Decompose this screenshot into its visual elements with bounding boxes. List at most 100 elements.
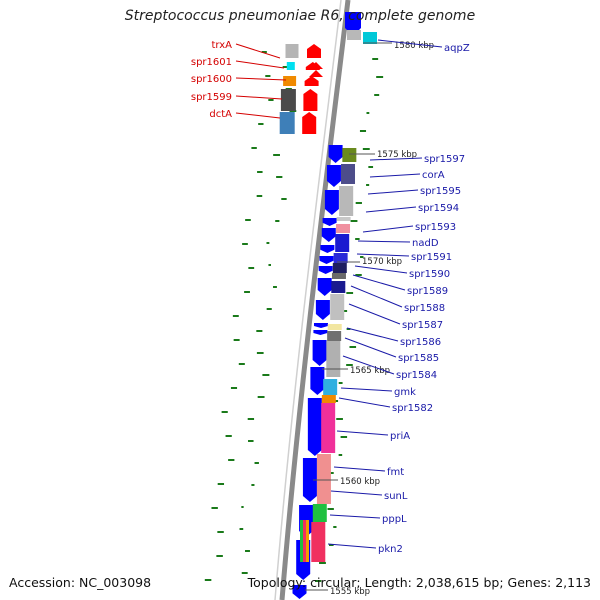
kbp-label: 1570 kbp (362, 257, 402, 267)
forward-gene-arrow[interactable] (317, 278, 332, 296)
reverse-gene-arrow[interactable] (303, 89, 318, 111)
forward-gene-arrow[interactable] (324, 190, 339, 215)
gene-callout-line (336, 430, 389, 436)
feature-block-spr1582[interactable] (321, 395, 336, 403)
forward-gene-arrow[interactable] (319, 256, 334, 264)
gene-label-pkn2[interactable]: pkn2 (378, 544, 403, 555)
feature-block-corA[interactable] (341, 164, 356, 184)
gene-label-dctA[interactable]: dctA (209, 109, 232, 120)
gene-label-fmt[interactable]: fmt (387, 467, 404, 478)
gene-callout-line (369, 173, 421, 178)
gene-label-trxA[interactable]: trxA (211, 40, 232, 51)
forward-gene-arrow[interactable] (326, 165, 341, 187)
feature-block-spr1588[interactable] (331, 281, 346, 293)
gene-callout-line (235, 43, 281, 59)
feature-block-spr1586[interactable] (327, 324, 342, 330)
feature-block-nadD[interactable] (335, 234, 350, 252)
gene-label-pppL[interactable]: pppL (382, 514, 407, 525)
gene-label-spr1584[interactable]: spr1584 (396, 370, 437, 381)
forward-gene-arrow[interactable] (302, 458, 317, 502)
reverse-gene-feature-block[interactable] (279, 112, 295, 134)
gene-label-spr1594[interactable]: spr1594 (418, 203, 459, 214)
gene-callout-line (348, 303, 401, 325)
backbone (274, 0, 351, 600)
forward-gene-arrow[interactable] (313, 330, 328, 335)
feature-stripe (303, 520, 306, 562)
genome-summary: Topology: circular; Length: 2,038,615 bp… (247, 575, 591, 590)
reverse-gene-arrow[interactable] (309, 62, 323, 69)
gene-callouts: trxA spr1601 spr1600 spr1599 dctA aqpZ spr1597… (191, 39, 470, 555)
feature-block-fmt[interactable] (316, 454, 331, 504)
reverse-gene-arrow[interactable] (304, 76, 319, 86)
gene-label-spr1597[interactable]: spr1597 (424, 154, 465, 165)
accession-label: Accession: NC_003098 (9, 575, 152, 590)
forward-gene-arrow[interactable] (328, 145, 343, 163)
gene-label-spr1599[interactable]: spr1599 (191, 92, 232, 103)
gene-label-spr1590[interactable]: spr1590 (409, 269, 450, 280)
gene-label-spr1589[interactable]: spr1589 (407, 286, 448, 297)
gene-label-spr1586[interactable]: spr1586 (400, 337, 441, 348)
forward-gene-arrow[interactable] (322, 218, 337, 226)
gene-label-spr1587[interactable]: spr1587 (402, 320, 443, 331)
gene-callout-line (342, 355, 395, 375)
map-title: Streptococcus pneumoniae R6, complete ge… (124, 8, 476, 24)
forward-gene-arrow[interactable] (320, 245, 335, 253)
feature-block-spr1597[interactable] (342, 148, 357, 162)
feature-block-spr1594[interactable] (336, 217, 351, 221)
gene-label-spr1593[interactable]: spr1593 (415, 222, 456, 233)
gene-callout-line (235, 77, 287, 81)
forward-gene-arrow[interactable] (313, 323, 328, 328)
reverse-gene-arrow[interactable] (309, 70, 323, 77)
gene-label-spr1591[interactable]: spr1591 (411, 252, 452, 263)
feature-block-spr1591[interactable] (333, 253, 348, 263)
gene-callout-line (344, 337, 397, 358)
feature-block-spr1584[interactable] (326, 341, 341, 377)
feature-block-spr1585[interactable] (327, 331, 342, 341)
feature-block-priA[interactable] (321, 403, 336, 453)
forward-gene-arrow[interactable] (307, 398, 322, 456)
gene-label-sunL[interactable]: sunL (384, 491, 408, 502)
feature-block-spr1590[interactable] (332, 263, 347, 273)
kbp-label: 1565 kbp (350, 366, 390, 376)
forward-gene-arrow[interactable] (315, 300, 330, 320)
gene-callout-line (362, 225, 414, 233)
feature-stripe (300, 520, 303, 562)
reverse-gene-feature-block[interactable] (280, 89, 296, 111)
reverse-gene-feature-block[interactable] (286, 62, 295, 70)
feature-block-spr1589[interactable] (331, 273, 346, 279)
gene-label-spr1588[interactable]: spr1588 (404, 303, 445, 314)
kbp-label: 1580 kbp (394, 41, 434, 51)
gene-label-spr1595[interactable]: spr1595 (420, 186, 461, 197)
reverse-gene-arrow[interactable] (307, 44, 321, 58)
gene-label-spr1600[interactable]: spr1600 (191, 74, 232, 85)
feature-block-pkn2[interactable] (311, 522, 326, 562)
gene-label-nadD[interactable]: nadD (412, 238, 439, 249)
reverse-gene-arrow[interactable] (302, 112, 317, 134)
gene-label-spr1585[interactable]: spr1585 (398, 353, 439, 364)
reverse-gene-feature-block[interactable] (283, 76, 297, 86)
forward-gene-arrow[interactable] (312, 340, 327, 366)
gene-label-spr1601[interactable]: spr1601 (191, 57, 232, 68)
forward-gene-arrow[interactable] (292, 585, 307, 599)
feature-block-spr1595[interactable] (339, 186, 354, 216)
feature-block-spr1587[interactable] (330, 294, 345, 320)
forward-gene-arrow[interactable] (318, 266, 333, 274)
gene-label-corA[interactable]: corA (422, 170, 445, 181)
feature-block-pppL[interactable] (312, 504, 327, 522)
forward-gene-arrow[interactable] (321, 228, 336, 242)
gene-callout-line (365, 206, 417, 213)
feature-block-aqpZ[interactable] (363, 32, 377, 44)
gene-callout-line (330, 490, 383, 496)
feature-block-spr1593[interactable] (336, 224, 351, 233)
forward-gene-arrow[interactable] (310, 367, 325, 395)
gene-label-gmk[interactable]: gmk (394, 387, 416, 398)
gene-callout-line (327, 543, 377, 549)
reverse-gene-feature-block[interactable] (285, 44, 299, 58)
gene-label-aqpZ[interactable]: aqpZ (444, 43, 470, 54)
gene-callout-line (367, 189, 419, 195)
gene-label-spr1582[interactable]: spr1582 (392, 403, 433, 414)
feature-block[interactable] (347, 30, 361, 40)
gene-label-priA[interactable]: priA (390, 431, 410, 442)
gene-callout-line (338, 397, 391, 408)
feature-block-gmk[interactable] (323, 379, 338, 395)
